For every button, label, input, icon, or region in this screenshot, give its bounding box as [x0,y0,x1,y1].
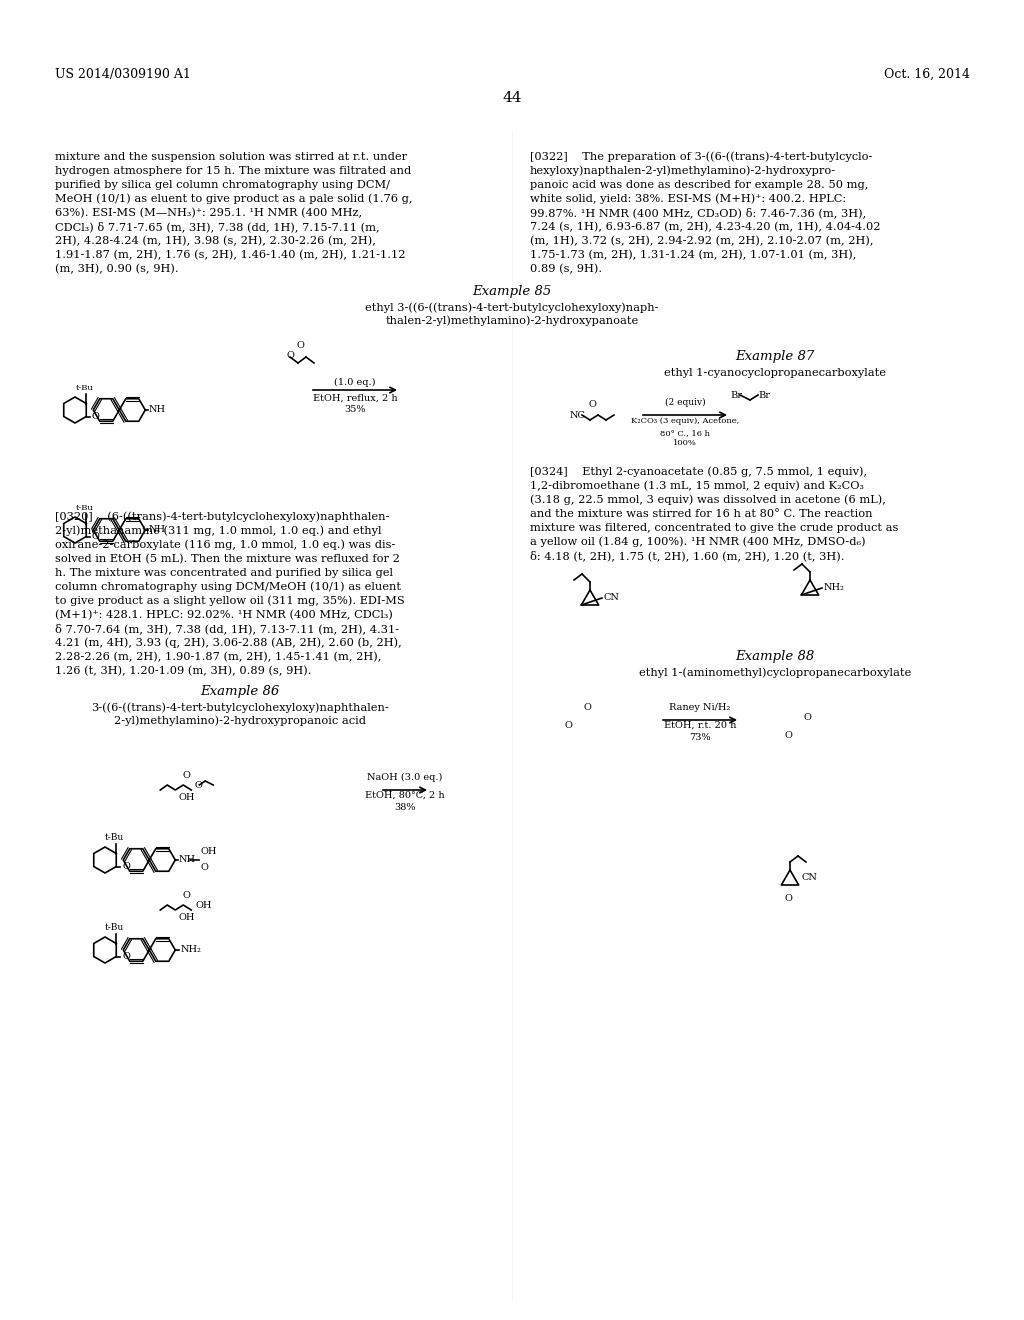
Text: OH: OH [201,847,217,857]
Text: O: O [91,532,99,541]
Text: ethyl 1-(aminomethyl)cyclopropanecarboxylate: ethyl 1-(aminomethyl)cyclopropanecarboxy… [639,668,911,678]
Text: 3-((6-((trans)-4-tert-butylcyclohexyloxy)naphthalen-: 3-((6-((trans)-4-tert-butylcyclohexyloxy… [91,702,389,713]
Text: Example 86: Example 86 [201,685,280,698]
Text: Oct. 16, 2014: Oct. 16, 2014 [884,69,970,81]
Text: NC: NC [570,411,586,420]
Text: to give product as a slight yellow oil (311 mg, 35%). EDI-MS: to give product as a slight yellow oil (… [55,595,404,606]
Text: ethyl 3-((6-((trans)-4-tert-butylcyclohexyloxy)naph-: ethyl 3-((6-((trans)-4-tert-butylcyclohe… [366,302,658,313]
Text: O: O [122,952,130,961]
Text: hexyloxy)napthalen-2-yl)methylamino)-2-hydroxypro-: hexyloxy)napthalen-2-yl)methylamino)-2-h… [530,165,837,176]
Text: [0322]    The preparation of 3-((6-((trans)-4-tert-butylcyclo-: [0322] The preparation of 3-((6-((trans)… [530,152,872,162]
Text: O: O [91,412,99,421]
Text: O: O [182,771,190,780]
Text: O: O [784,730,792,739]
Text: 2-yl)methanamine (311 mg, 1.0 mmol, 1.0 eq.) and ethyl: 2-yl)methanamine (311 mg, 1.0 mmol, 1.0 … [55,525,382,536]
Text: solved in EtOH (5 mL). Then the mixture was refluxed for 2: solved in EtOH (5 mL). Then the mixture … [55,553,400,564]
Text: (1.0 eq.): (1.0 eq.) [334,378,376,387]
Text: EtOH, r.t. 20 h: EtOH, r.t. 20 h [664,721,736,730]
Text: NaOH (3.0 eq.): NaOH (3.0 eq.) [368,774,442,781]
Text: ethyl 1-cyanocyclopropanecarboxylate: ethyl 1-cyanocyclopropanecarboxylate [664,368,886,378]
Text: O: O [182,891,190,900]
Text: 44: 44 [502,91,522,106]
Text: Br: Br [758,391,770,400]
Text: 1,2-dibromoethane (1.3 mL, 15 mmol, 2 equiv) and K₂CO₃: 1,2-dibromoethane (1.3 mL, 15 mmol, 2 eq… [530,480,864,491]
Text: K₂CO₃ (3 equiv), Acetone,: K₂CO₃ (3 equiv), Acetone, [631,417,739,425]
Text: t-Bu: t-Bu [104,923,124,932]
Text: 73%: 73% [689,733,711,742]
Text: O: O [296,341,304,350]
Text: 2.28-2.26 (m, 2H), 1.90-1.87 (m, 2H), 1.45-1.41 (m, 2H),: 2.28-2.26 (m, 2H), 1.90-1.87 (m, 2H), 1.… [55,652,381,663]
Text: EtOH, 80°C, 2 h: EtOH, 80°C, 2 h [366,791,444,800]
Text: 4.21 (m, 4H), 3.93 (q, 2H), 3.06-2.88 (AB, 2H), 2.60 (b, 2H),: 4.21 (m, 4H), 3.93 (q, 2H), 3.06-2.88 (A… [55,638,401,648]
Text: [0320]    (6-((trans)-4-tert-butylcyclohexyloxy)naphthalen-: [0320] (6-((trans)-4-tert-butylcyclohexy… [55,511,389,521]
Text: (3.18 g, 22.5 mmol, 3 equiv) was dissolved in acetone (6 mL),: (3.18 g, 22.5 mmol, 3 equiv) was dissolv… [530,495,886,506]
Text: EtOH, reflux, 2 h: EtOH, reflux, 2 h [312,393,397,403]
Text: (m, 1H), 3.72 (s, 2H), 2.94-2.92 (m, 2H), 2.10-2.07 (m, 2H),: (m, 1H), 3.72 (s, 2H), 2.94-2.92 (m, 2H)… [530,236,873,246]
Text: 35%: 35% [344,405,366,414]
Text: Example 87: Example 87 [735,350,815,363]
Text: [0324]    Ethyl 2-cyanoacetate (0.85 g, 7.5 mmol, 1 equiv),: [0324] Ethyl 2-cyanoacetate (0.85 g, 7.5… [530,466,867,477]
Text: t-Bu: t-Bu [76,503,93,511]
Text: US 2014/0309190 A1: US 2014/0309190 A1 [55,69,190,81]
Text: OH: OH [178,793,195,803]
Text: t-Bu: t-Bu [104,833,124,842]
Text: 63%). ESI-MS (M—NH₃)⁺: 295.1. ¹H NMR (400 MHz,: 63%). ESI-MS (M—NH₃)⁺: 295.1. ¹H NMR (40… [55,207,362,218]
Text: (2 equiv): (2 equiv) [665,397,706,407]
Text: purified by silica gel column chromatography using DCM/: purified by silica gel column chromatogr… [55,180,390,190]
Text: 100%: 100% [673,440,697,447]
Text: 0.89 (s, 9H).: 0.89 (s, 9H). [530,264,602,275]
Text: t-Bu: t-Bu [76,384,93,392]
Text: a yellow oil (1.84 g, 100%). ¹H NMR (400 MHz, DMSO-d₆): a yellow oil (1.84 g, 100%). ¹H NMR (400… [530,536,865,546]
Text: Example 85: Example 85 [472,285,552,298]
Text: oxirane-2-carboxylate (116 mg, 1.0 mmol, 1.0 eq.) was dis-: oxirane-2-carboxylate (116 mg, 1.0 mmol,… [55,540,395,550]
Text: 38%: 38% [394,803,416,812]
Text: O: O [583,704,591,711]
Text: O: O [588,400,596,409]
Text: O: O [201,863,208,873]
Text: O: O [195,780,202,789]
Text: 7.24 (s, 1H), 6.93-6.87 (m, 2H), 4.23-4.20 (m, 1H), 4.04-4.02: 7.24 (s, 1H), 6.93-6.87 (m, 2H), 4.23-4.… [530,222,881,232]
Text: O: O [784,894,792,903]
Text: NH: NH [148,525,166,535]
Text: CDCl₃) δ 7.71-7.65 (m, 3H), 7.38 (dd, 1H), 7.15-7.11 (m,: CDCl₃) δ 7.71-7.65 (m, 3H), 7.38 (dd, 1H… [55,222,380,232]
Text: Raney Ni/H₂: Raney Ni/H₂ [670,704,731,711]
Text: O: O [286,351,294,359]
Text: column chromatography using DCM/MeOH (10/1) as eluent: column chromatography using DCM/MeOH (10… [55,581,401,591]
Text: NH₂: NH₂ [824,583,845,593]
Text: δ 7.70-7.64 (m, 3H), 7.38 (dd, 1H), 7.13-7.11 (m, 2H), 4.31-: δ 7.70-7.64 (m, 3H), 7.38 (dd, 1H), 7.13… [55,623,399,634]
Text: MeOH (10/1) as eluent to give product as a pale solid (1.76 g,: MeOH (10/1) as eluent to give product as… [55,194,413,205]
Text: δ: 4.18 (t, 2H), 1.75 (t, 2H), 1.60 (m, 2H), 1.20 (t, 3H).: δ: 4.18 (t, 2H), 1.75 (t, 2H), 1.60 (m, … [530,550,845,561]
Text: 2H), 4.28-4.24 (m, 1H), 3.98 (s, 2H), 2.30-2.26 (m, 2H),: 2H), 4.28-4.24 (m, 1H), 3.98 (s, 2H), 2.… [55,236,376,246]
Text: panoic acid was done as described for example 28. 50 mg,: panoic acid was done as described for ex… [530,180,868,190]
Text: 1.75-1.73 (m, 2H), 1.31-1.24 (m, 2H), 1.07-1.01 (m, 3H),: 1.75-1.73 (m, 2H), 1.31-1.24 (m, 2H), 1.… [530,249,856,260]
Text: and the mixture was stirred for 16 h at 80° C. The reaction: and the mixture was stirred for 16 h at … [530,510,872,519]
Text: O: O [803,713,811,722]
Text: OH: OH [178,913,195,921]
Text: white solid, yield: 38%. ESI-MS (M+H)⁺: 400.2. HPLC:: white solid, yield: 38%. ESI-MS (M+H)⁺: … [530,194,846,205]
Text: mixture and the suspension solution was stirred at r.t. under: mixture and the suspension solution was … [55,152,408,162]
Text: h. The mixture was concentrated and purified by silica gel: h. The mixture was concentrated and puri… [55,568,393,578]
Text: O: O [564,721,572,730]
Text: O: O [122,862,130,871]
Text: Example 88: Example 88 [735,649,815,663]
Text: NH: NH [178,855,196,865]
Text: 1.91-1.87 (m, 2H), 1.76 (s, 2H), 1.46-1.40 (m, 2H), 1.21-1.12: 1.91-1.87 (m, 2H), 1.76 (s, 2H), 1.46-1.… [55,249,406,260]
Text: OH: OH [196,900,212,909]
Text: 2-yl)methylamino)-2-hydroxypropanoic acid: 2-yl)methylamino)-2-hydroxypropanoic aci… [114,715,366,726]
Text: 80° C., 16 h: 80° C., 16 h [660,429,710,437]
Text: NH₂: NH₂ [180,945,201,954]
Text: CN: CN [604,594,620,602]
Text: Br: Br [730,391,742,400]
Text: 99.87%. ¹H NMR (400 MHz, CD₃OD) δ: 7.46-7.36 (m, 3H),: 99.87%. ¹H NMR (400 MHz, CD₃OD) δ: 7.46-… [530,207,866,218]
Text: NH: NH [148,405,166,414]
Text: mixture was filtered, concentrated to give the crude product as: mixture was filtered, concentrated to gi… [530,523,898,533]
Text: CN: CN [802,874,818,883]
Text: hydrogen atmosphere for 15 h. The mixture was filtrated and: hydrogen atmosphere for 15 h. The mixtur… [55,166,412,176]
Text: thalen-2-yl)methylamino)-2-hydroxypanoate: thalen-2-yl)methylamino)-2-hydroxypanoat… [385,315,639,326]
Text: 1.26 (t, 3H), 1.20-1.09 (m, 3H), 0.89 (s, 9H).: 1.26 (t, 3H), 1.20-1.09 (m, 3H), 0.89 (s… [55,665,311,676]
Text: (M+1)⁺: 428.1. HPLC: 92.02%. ¹H NMR (400 MHz, CDCl₃): (M+1)⁺: 428.1. HPLC: 92.02%. ¹H NMR (400… [55,610,393,620]
Text: (m, 3H), 0.90 (s, 9H).: (m, 3H), 0.90 (s, 9H). [55,264,178,275]
